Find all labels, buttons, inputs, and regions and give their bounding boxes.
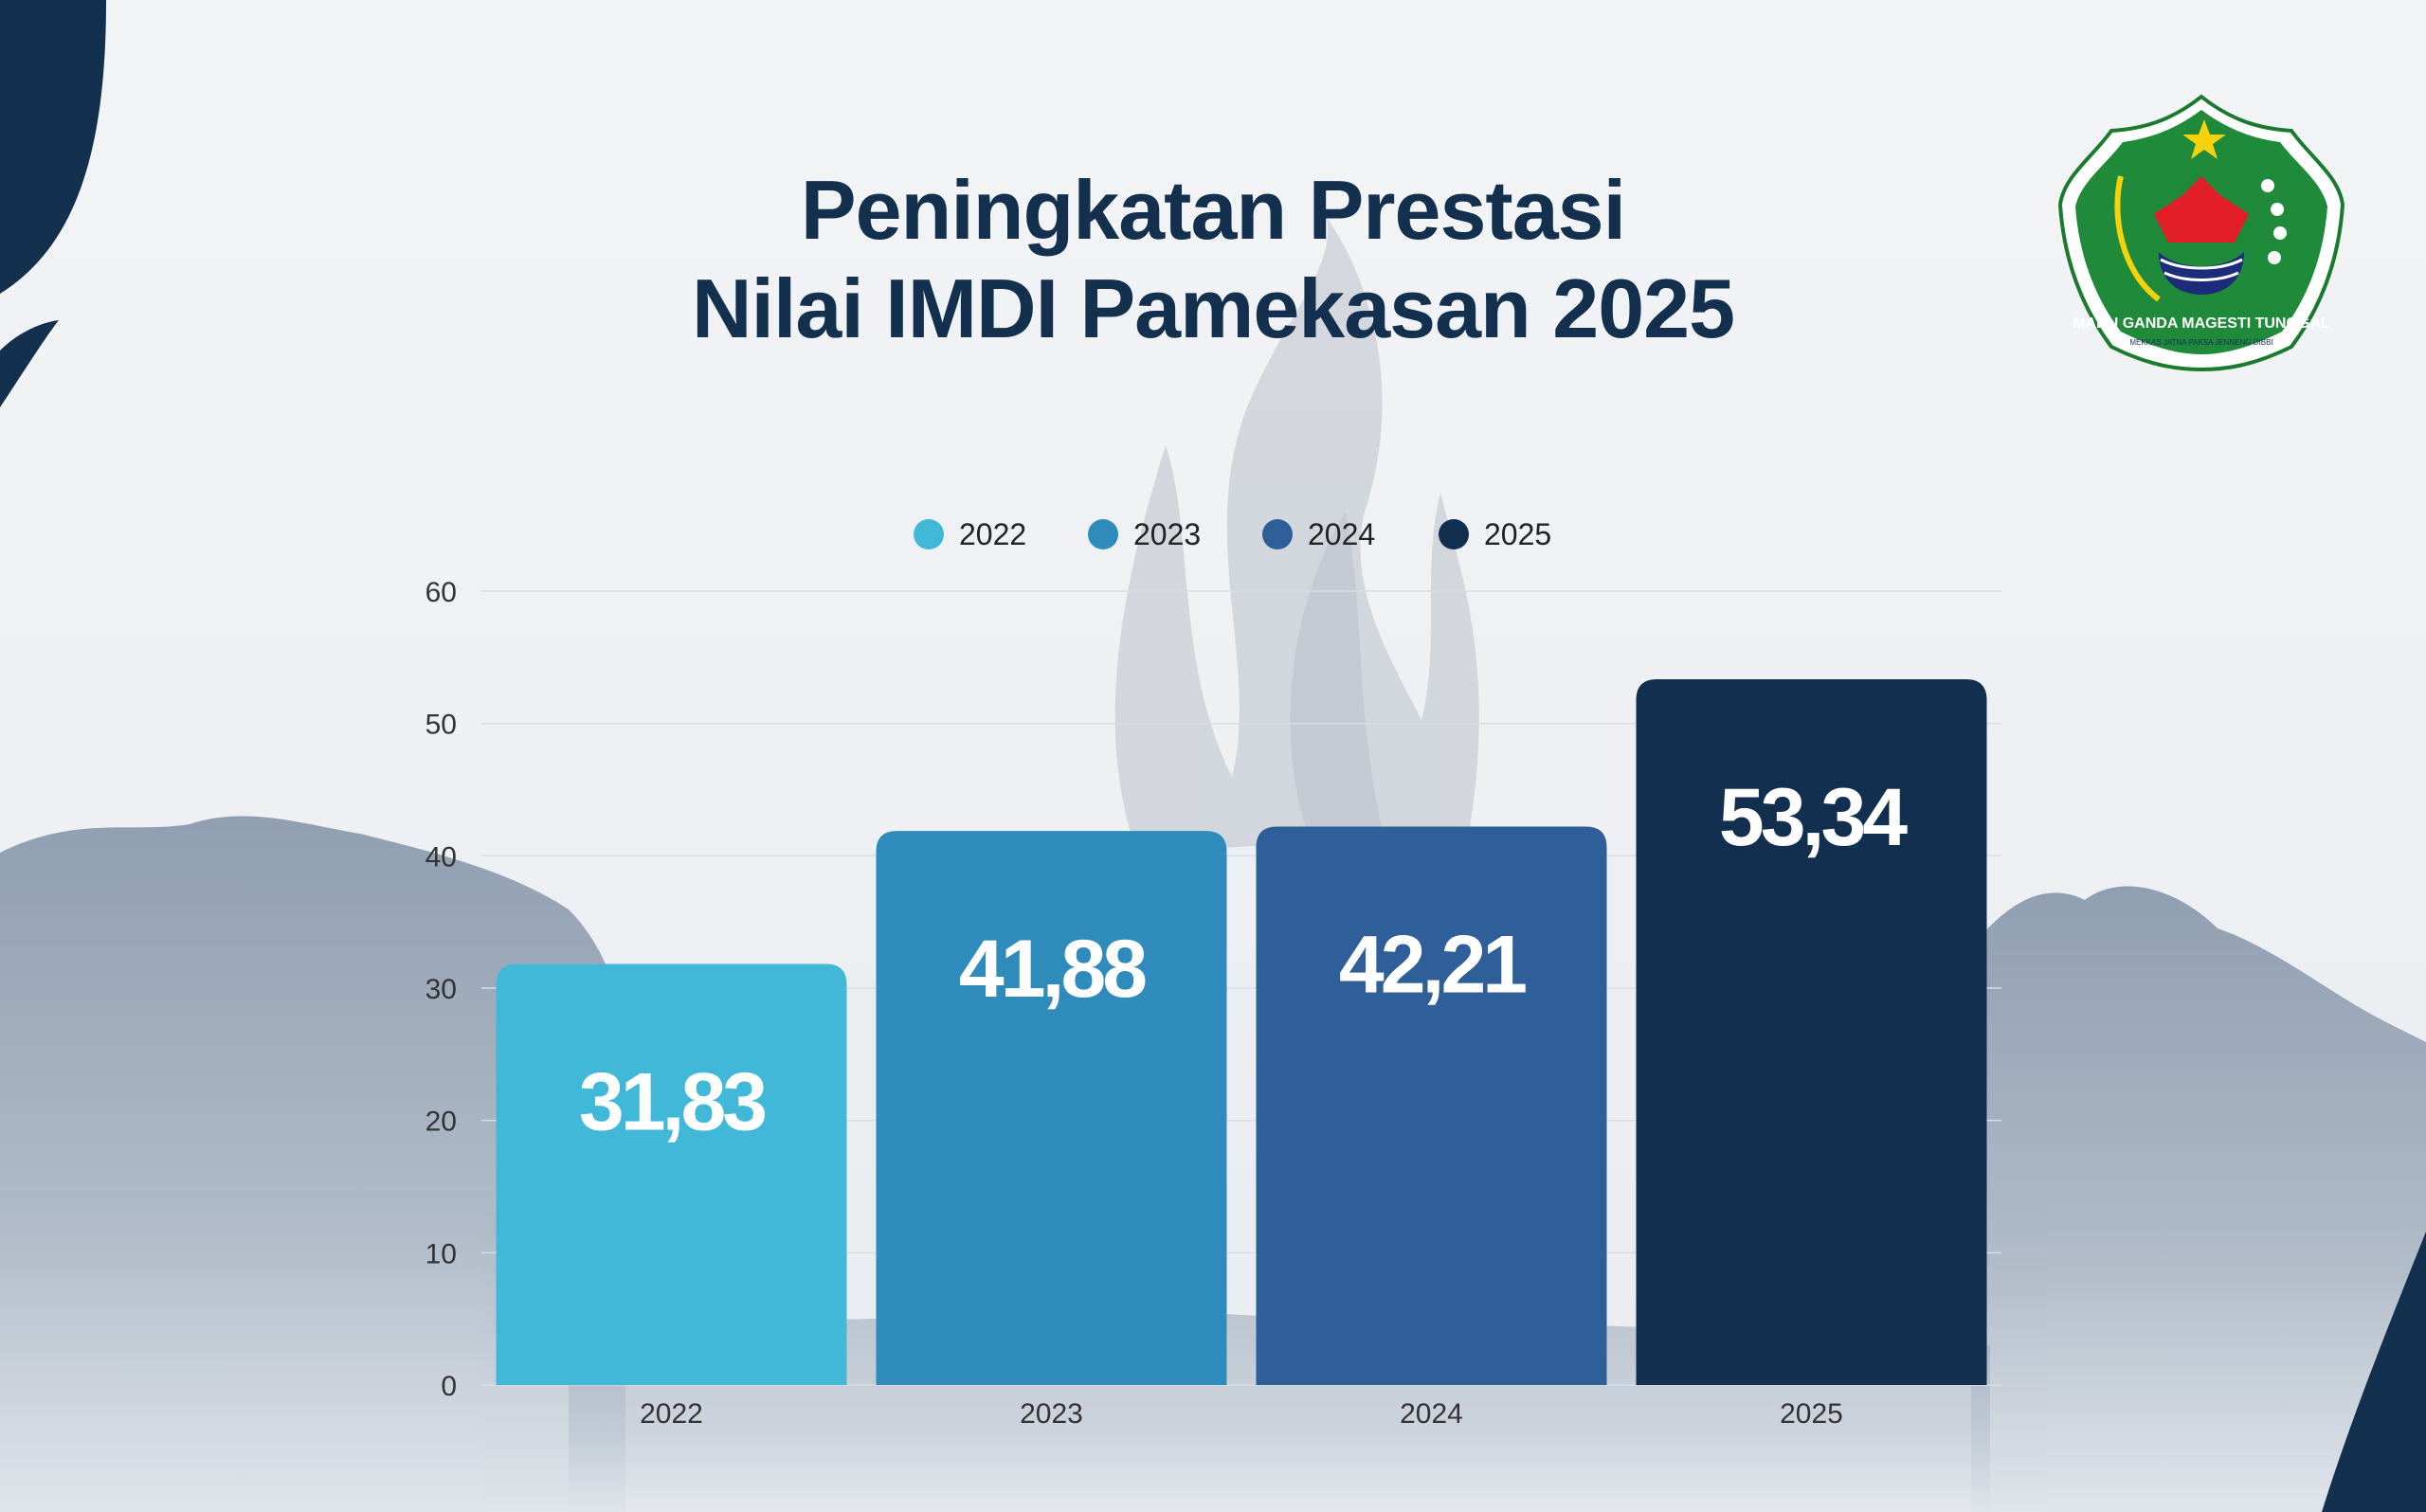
bar-2025 [1636,679,1987,1385]
y-axis-ticks: 0 10 20 30 40 50 60 [425,577,457,1402]
legend-marker-2025 [1439,519,1469,549]
legend-marker-2023 [1088,519,1118,549]
y-tick-label: 30 [425,974,457,1005]
pamekasan-emblem-logo: MADU GANDA MAGESTI TUNGGAL MEKKAS JATNA … [2057,94,2345,372]
legend-label: 2022 [959,517,1026,551]
corner-shape-bottom-right [2322,1232,2426,1512]
x-tick-label: 2024 [1400,1398,1463,1430]
bar-value-label: 53,34 [1719,772,1908,863]
x-tick-label: 2023 [1020,1398,1083,1430]
y-tick-label: 40 [425,841,457,873]
y-tick-label: 10 [425,1238,457,1269]
legend-label: 2023 [1133,517,1201,551]
bar-2024 [1256,826,1607,1385]
legend: 2022 2023 2024 2025 [914,517,1551,551]
bar-value-label: 41,88 [959,924,1146,1015]
chart-title-line-2: Nilai IMDI Pamekasan 2025 [691,261,1735,355]
y-tick-label: 0 [441,1371,457,1402]
bar-value-label: 31,83 [579,1056,765,1147]
y-tick-label: 20 [425,1107,457,1138]
corner-shape-top-left [0,0,106,294]
bars-layer: 31,83 41,88 42,21 53,34 [496,679,1987,1385]
bar-2022 [496,963,847,1385]
chart-title-line-1: Peningkatan Prestasi [800,163,1626,257]
y-tick-label: 50 [425,710,457,741]
legend-label: 2024 [1308,517,1375,551]
y-tick-label: 60 [425,577,457,608]
logo-motto-text: MADU GANDA MAGESTI TUNGGAL [2073,315,2330,332]
bar-value-label: 42,21 [1339,919,1526,1010]
x-axis-ticks: 2022 2023 2024 2025 [640,1398,1843,1430]
bar-2023 [876,831,1227,1385]
legend-marker-2024 [1262,519,1293,549]
legend-marker-2022 [914,519,944,549]
logo-subtitle-text: MEKKAS JATNA PAKSA JENNENG DIBBI [2129,338,2272,347]
legend-label: 2025 [1484,517,1551,551]
corner-shape-left-accent [0,320,59,407]
x-tick-label: 2025 [1780,1398,1843,1430]
monument-silhouette [1114,218,1479,853]
x-tick-label: 2022 [640,1398,703,1430]
